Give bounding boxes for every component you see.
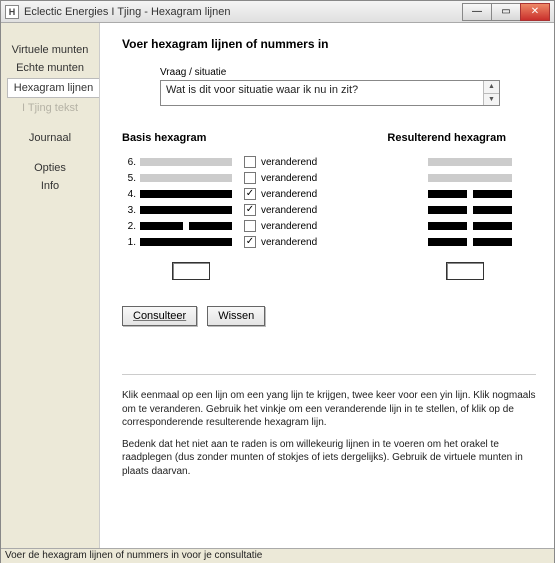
changing-row: ✓ veranderend <box>244 202 352 218</box>
hexagram-line[interactable] <box>140 174 232 182</box>
changing-checkbox[interactable] <box>244 156 256 168</box>
changing-checkbox[interactable]: ✓ <box>244 204 256 216</box>
line-number: 6. <box>122 157 136 168</box>
separator <box>122 374 536 375</box>
minimize-button[interactable]: — <box>462 3 492 21</box>
hexagram-line[interactable] <box>140 206 232 214</box>
help-text-1: Klik eenmaal op een lijn om een yang lij… <box>122 389 536 430</box>
app-icon: H <box>5 5 19 19</box>
line-number: 3. <box>122 205 136 216</box>
changing-checkbox[interactable]: ✓ <box>244 236 256 248</box>
window-title: Eclectic Energies I Tjing - Hexagram lij… <box>24 6 463 18</box>
sidebar-item-hexagram-lines[interactable]: Hexagram lijnen <box>7 78 99 98</box>
changing-label: veranderend <box>261 205 317 216</box>
changing-label: veranderend <box>261 157 317 168</box>
line-number: 5. <box>122 173 136 184</box>
changing-checkbox[interactable]: ✓ <box>244 188 256 200</box>
clear-button[interactable]: Wissen <box>207 306 265 326</box>
hexagram-line[interactable] <box>140 238 232 246</box>
question-input[interactable]: Wat is dit voor situatie waar ik nu in z… <box>160 80 500 106</box>
changing-label: veranderend <box>261 237 317 248</box>
question-value[interactable]: Wat is dit voor situatie waar ik nu in z… <box>161 81 483 105</box>
spinner-down-icon[interactable]: ▼ <box>484 94 499 106</box>
changing-row: ✓ veranderend <box>244 186 352 202</box>
sidebar-item-virtual-coins[interactable]: Virtuele munten <box>1 41 99 59</box>
hexagram-line[interactable] <box>140 222 232 230</box>
hexagram-line[interactable] <box>428 174 512 182</box>
main-panel: Voer hexagram lijnen of nummers in Vraag… <box>99 23 554 548</box>
hexagram-line[interactable] <box>428 222 512 230</box>
line-number: 2. <box>122 221 136 232</box>
hexagram-line[interactable] <box>428 206 512 214</box>
changing-row: veranderend <box>244 170 352 186</box>
hexagram-line[interactable] <box>428 238 512 246</box>
changing-label: veranderend <box>261 221 317 232</box>
close-button[interactable]: ✕ <box>520 3 550 21</box>
sidebar-item-real-coins[interactable]: Echte munten <box>1 59 99 77</box>
result-hexagram-column: Resulterend hexagram <box>372 132 512 250</box>
result-number-input[interactable] <box>446 262 484 280</box>
consult-button[interactable]: Consulteer <box>122 306 197 326</box>
sidebar-item-journal[interactable]: Journaal <box>1 129 99 147</box>
status-bar: Voer de hexagram lijnen of nummers in vo… <box>1 548 554 563</box>
maximize-button[interactable]: ▭ <box>491 3 521 21</box>
changing-column: . veranderendveranderend✓veranderend✓ver… <box>244 132 352 250</box>
hexagram-line[interactable] <box>428 158 512 166</box>
changing-row: ✓ veranderend <box>244 234 352 250</box>
line-number: 1. <box>122 237 136 248</box>
question-spinner[interactable]: ▲ ▼ <box>483 81 499 105</box>
help-text-2: Bedenk dat het niet aan te raden is om w… <box>122 438 536 479</box>
hexagram-line[interactable] <box>428 190 512 198</box>
changing-row: veranderend <box>244 218 352 234</box>
sidebar-item-info[interactable]: Info <box>1 177 99 195</box>
basis-hexagram-column: Basis hexagram 6. 5. 4. 3. 2. 1. <box>122 132 244 250</box>
sidebar-item-options[interactable]: Opties <box>1 159 99 177</box>
sidebar-item-itjing-text: I Tjing tekst <box>1 99 99 117</box>
line-number: 4. <box>122 189 136 200</box>
hexagram-line[interactable] <box>140 190 232 198</box>
basis-title: Basis hexagram <box>122 132 244 144</box>
question-label: Vraag / situatie <box>160 67 536 78</box>
result-title: Resulterend hexagram <box>372 132 512 144</box>
basis-number-input[interactable] <box>172 262 210 280</box>
changing-label: veranderend <box>261 173 317 184</box>
hexagram-line[interactable] <box>140 158 232 166</box>
changing-row: veranderend <box>244 154 352 170</box>
page-title: Voer hexagram lijnen of nummers in <box>122 37 536 51</box>
changing-checkbox[interactable] <box>244 172 256 184</box>
changing-checkbox[interactable] <box>244 220 256 232</box>
changing-label: veranderend <box>261 189 317 200</box>
sidebar: Virtuele munten Echte munten Hexagram li… <box>1 23 99 548</box>
title-bar: H Eclectic Energies I Tjing - Hexagram l… <box>1 1 554 23</box>
spinner-up-icon[interactable]: ▲ <box>484 81 499 94</box>
